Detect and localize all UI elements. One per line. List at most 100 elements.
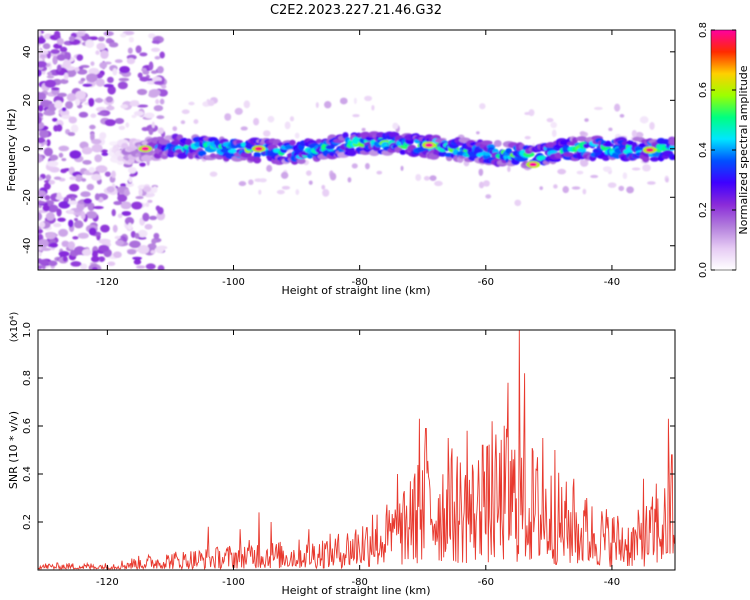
spectrogram-cell — [136, 265, 145, 268]
spectrogram-cell — [58, 146, 69, 152]
spectrogram-cell — [479, 103, 485, 109]
spectrogram-cell — [603, 166, 612, 172]
spectrogram-cell — [348, 177, 352, 182]
spectrogram-cell — [68, 210, 75, 214]
spectrogram-cell — [352, 114, 359, 117]
spectrogram-cell — [415, 174, 421, 181]
colorbar-tick-label: 0.6 — [698, 82, 709, 98]
spectrogram-cell — [81, 78, 86, 82]
spectrogram-cell — [479, 169, 484, 176]
spectrogram-cell — [577, 171, 584, 175]
spectrogram-cell — [210, 153, 216, 158]
spectrogram-cell — [117, 156, 123, 161]
spectrogram-cell — [38, 239, 49, 248]
spectrogram-cell — [259, 178, 267, 182]
spectrogram-cell — [86, 73, 98, 82]
spectrogram-cell — [649, 122, 654, 130]
spectrogram-cell — [41, 248, 51, 251]
spectrogram-cell — [476, 131, 480, 134]
spectrogram-cell — [88, 98, 94, 107]
spectrogram-cell — [434, 181, 443, 186]
spectrogram-cell — [91, 174, 101, 181]
spectrogram-cell — [82, 84, 92, 87]
spectrogram-cell — [354, 98, 357, 104]
spectrogram-cell — [56, 208, 61, 216]
spectrogram-cell — [89, 125, 96, 130]
spectrogram-cell — [74, 220, 83, 228]
spectrogram-panel: -120 -100 -80 -60 -40 -40-2002040 Height of … — [5, 28, 680, 297]
spectrogram-cell — [89, 167, 95, 173]
spectrogram-cell — [81, 178, 86, 182]
spectrogram-cell — [68, 241, 75, 249]
spectrogram-cell — [48, 261, 57, 267]
spectrogram-cell — [193, 119, 198, 124]
spectrogram-cell — [125, 122, 129, 127]
spectrogram-cell — [525, 136, 531, 139]
snr-x-tick-label: -60 — [478, 577, 494, 588]
spectrogram-cell — [71, 125, 79, 133]
spectrogram-cell — [362, 128, 366, 131]
spectrogram-cell — [605, 141, 612, 147]
snr-panel: -120 -100 -80 -60 -40 0.20.40.60.81.0 Height… — [7, 312, 675, 597]
spectrogram-cell — [111, 171, 116, 178]
spectrogram-cell — [135, 233, 140, 239]
spectrogram-cell — [583, 189, 587, 195]
spectrogram-cell — [210, 172, 218, 177]
spectrogram-x-label: Height of straight line (km) — [281, 284, 430, 297]
spectrogram-cell — [115, 118, 124, 124]
spectrogram-cell — [130, 102, 140, 107]
spectrogram-cell — [149, 61, 154, 70]
spectrogram-cell — [147, 200, 152, 203]
spectrogram-cell — [137, 89, 147, 95]
spectrogram-cell — [46, 174, 52, 180]
spectrogram-cell — [572, 186, 581, 189]
spectrogram-cell — [51, 87, 60, 90]
spectrogram-cell — [401, 166, 404, 171]
spectrogram-cell — [107, 186, 115, 192]
spectrogram-cell — [59, 153, 64, 158]
spectrogram-cell — [47, 75, 54, 78]
spectrogram-cell — [70, 261, 81, 266]
spectrogram-cell — [241, 126, 248, 130]
spectrogram-cell — [151, 48, 160, 52]
spectrogram-cell — [69, 176, 76, 180]
spectrogram-cell — [92, 144, 103, 152]
spectrogram-cell — [97, 112, 106, 116]
spectrogram-cell — [640, 116, 649, 123]
spectrogram-cell — [155, 56, 161, 60]
spectrogram-cell — [56, 124, 62, 131]
spectrogram-cell — [119, 66, 130, 73]
spectrogram-cell — [36, 177, 43, 181]
colorbar-tick-label: 0.8 — [698, 22, 709, 38]
spectrogram-cell — [172, 126, 177, 131]
spectrogram-cell — [268, 116, 275, 123]
spectrogram-cell — [82, 147, 93, 155]
colorbar-label: Normalized spectral amplitude — [737, 65, 750, 234]
spectrogram-cell — [352, 163, 358, 168]
spectrogram-cell — [127, 249, 136, 254]
spectrogram-cell — [277, 190, 285, 194]
spectrogram-cell — [47, 72, 52, 76]
spectrogram-cell — [282, 186, 290, 190]
spectrogram-cell — [142, 213, 149, 222]
spectrogram-cell — [106, 106, 114, 111]
spectrogram-cell — [81, 211, 86, 219]
spectrogram-cell — [618, 186, 624, 191]
spectrogram-y-label: Frequency (Hz) — [5, 109, 18, 192]
spectrogram-cell — [306, 170, 312, 176]
spectrogram-cell — [152, 122, 155, 129]
spectrogram-peak — [529, 163, 537, 167]
spectrogram-cell — [142, 70, 149, 74]
spectrogram-cell — [112, 68, 117, 76]
spectrogram-cell — [62, 107, 67, 111]
spectrogram-cell — [113, 225, 118, 233]
spectrogram-cell — [58, 229, 68, 237]
spectrogram-cell — [39, 221, 45, 228]
spectrogram-cell — [392, 123, 398, 130]
spectrogram-cell — [75, 91, 86, 100]
spectrogram-cell — [104, 84, 114, 87]
spectrogram-cell — [79, 112, 88, 118]
spectrogram-cell — [253, 157, 261, 164]
spectrogram-cell — [69, 36, 75, 42]
spectrogram-cell — [131, 202, 142, 210]
